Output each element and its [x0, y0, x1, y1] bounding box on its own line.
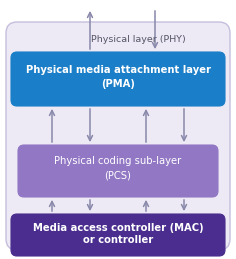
FancyBboxPatch shape: [11, 214, 225, 256]
Text: Media access controller (MAC): Media access controller (MAC): [33, 223, 203, 233]
Text: (PCS): (PCS): [105, 170, 131, 180]
FancyBboxPatch shape: [6, 22, 230, 250]
Text: (PMA): (PMA): [101, 79, 135, 89]
Text: Physical layer (PHY): Physical layer (PHY): [91, 35, 185, 45]
Text: Physical coding sub-layer: Physical coding sub-layer: [54, 156, 182, 166]
FancyBboxPatch shape: [18, 145, 218, 197]
Text: Physical media attachment layer: Physical media attachment layer: [25, 65, 211, 75]
Text: or controller: or controller: [83, 235, 153, 245]
FancyBboxPatch shape: [11, 52, 225, 106]
